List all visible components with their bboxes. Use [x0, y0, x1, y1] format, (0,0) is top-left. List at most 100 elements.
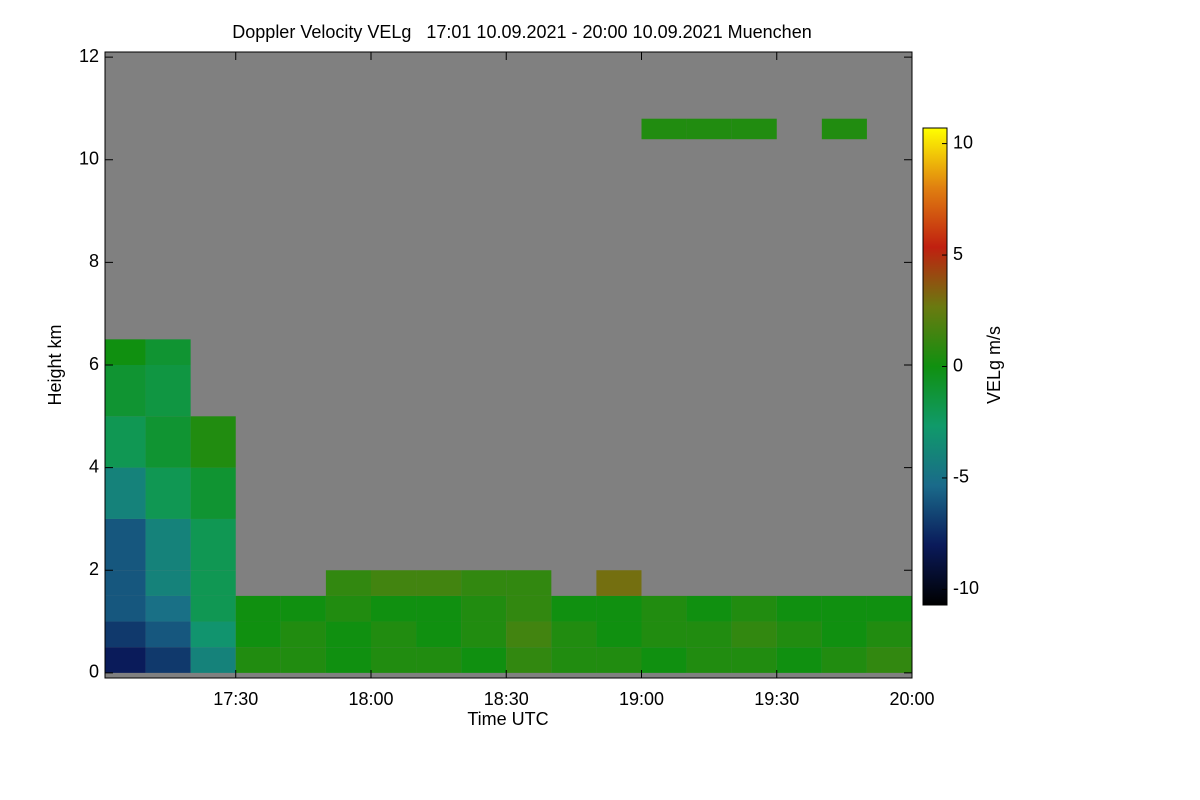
heatmap-cell: [416, 621, 462, 648]
y-tick-label: 10: [79, 149, 99, 169]
heatmap-cell: [641, 621, 687, 648]
heatmap-cell: [596, 621, 642, 648]
heatmap-cell: [190, 570, 236, 596]
heatmap-cell: [105, 518, 146, 571]
heatmap-cell: [416, 647, 462, 673]
heatmap-cell: [731, 647, 777, 673]
y-tick-label: 4: [89, 456, 99, 476]
heatmap-cell: [105, 570, 146, 596]
heatmap-cell: [731, 118, 777, 140]
heatmap-cell: [596, 647, 642, 673]
heatmap-cell: [866, 595, 912, 622]
chart-title: Doppler Velocity VELg 17:01 10.09.2021 -…: [232, 22, 811, 42]
heatmap-cell: [866, 621, 912, 648]
heatmap-cell: [551, 621, 597, 648]
y-axis-label: Height km: [45, 324, 65, 405]
heatmap-cell: [506, 621, 552, 648]
heatmap-cell: [145, 365, 191, 417]
x-tick-label: 18:00: [348, 689, 393, 709]
colorbar-tick-label: -5: [953, 467, 969, 487]
heatmap-cell: [105, 647, 146, 673]
heatmap-cell: [235, 621, 281, 648]
heatmap-cell: [235, 595, 281, 622]
heatmap-cell: [461, 621, 507, 648]
heatmap-cell: [416, 595, 462, 622]
colorbar-tick-label: 10: [953, 132, 973, 152]
heatmap-cell: [145, 416, 191, 468]
heatmap-cell: [506, 595, 552, 622]
y-tick-label: 12: [79, 46, 99, 66]
y-tick-label: 6: [89, 354, 99, 374]
heatmap-cell: [551, 595, 597, 622]
heatmap-cell: [821, 595, 867, 622]
colorbar-tick-label: 0: [953, 355, 963, 375]
heatmap-cell: [596, 595, 642, 622]
heatmap-cell: [325, 647, 371, 673]
heatmap-cell: [821, 118, 867, 140]
heatmap-cell: [280, 621, 326, 648]
heatmap-cell: [866, 647, 912, 673]
heatmap-cell: [325, 595, 371, 622]
y-tick-label: 2: [89, 559, 99, 579]
heatmap-cell: [105, 365, 146, 417]
heatmap-cell: [190, 467, 236, 519]
heatmap-cell: [641, 118, 687, 140]
heatmap-cell: [190, 595, 236, 622]
heatmap-cell: [686, 621, 732, 648]
heatmap-cell: [105, 416, 146, 468]
heatmap-cell: [370, 621, 417, 648]
heatmap-cell: [280, 595, 326, 622]
heatmap-cell: [821, 647, 867, 673]
y-tick-label: 8: [89, 251, 99, 271]
heatmap-cell: [235, 647, 281, 673]
heatmap-cell: [145, 467, 191, 519]
heatmap-cell: [641, 595, 687, 622]
heatmap-cell: [776, 595, 822, 622]
heatmap-cell: [731, 621, 777, 648]
heatmap-cell: [190, 647, 236, 673]
heatmap-cell: [105, 339, 146, 365]
heatmap-cell: [105, 621, 146, 648]
heatmap-cell: [686, 595, 732, 622]
heatmap-cell: [370, 647, 417, 673]
heatmap-cell: [461, 647, 507, 673]
heatmap-cell: [686, 647, 732, 673]
colorbar-tick-label: -10: [953, 578, 979, 598]
heatmap-cell: [821, 621, 867, 648]
heatmap-cell: [145, 339, 191, 365]
heatmap-cell: [105, 595, 146, 622]
heatmap-cell: [731, 595, 777, 622]
heatmap-cell: [145, 647, 191, 673]
heatmap-cell: [641, 647, 687, 673]
heatmap-cell: [551, 647, 597, 673]
x-tick-label: 20:00: [889, 689, 934, 709]
heatmap-cell: [686, 118, 732, 140]
x-tick-label: 18:30: [484, 689, 529, 709]
heatmap-cell: [325, 621, 371, 648]
x-axis-label: Time UTC: [467, 709, 548, 729]
heatmap-cell: [506, 647, 552, 673]
heatmap-cell: [145, 570, 191, 596]
colorbar-tick-label: 5: [953, 244, 963, 264]
heatmap-cell: [190, 621, 236, 648]
heatmap-cell: [370, 570, 417, 596]
x-tick-label: 19:30: [754, 689, 799, 709]
y-tick-label: 0: [89, 662, 99, 682]
heatmap-cell: [776, 621, 822, 648]
heatmap-cell: [190, 518, 236, 571]
heatmap-cell: [190, 416, 236, 468]
heatmap-cell: [506, 570, 552, 596]
heatmap-cell: [145, 518, 191, 571]
heatmap-cell: [596, 570, 642, 596]
heatmap-cell: [776, 647, 822, 673]
heatmap-cell: [280, 647, 326, 673]
heatmap-cell: [370, 595, 417, 622]
heatmap-cell: [145, 595, 191, 622]
heatmap-cell: [461, 595, 507, 622]
heatmap-cell: [105, 467, 146, 519]
x-tick-label: 17:30: [213, 689, 258, 709]
heatmap-cell: [325, 570, 371, 596]
heatmap-cell: [461, 570, 507, 596]
colorbar-label: VELg m/s: [984, 326, 1004, 404]
